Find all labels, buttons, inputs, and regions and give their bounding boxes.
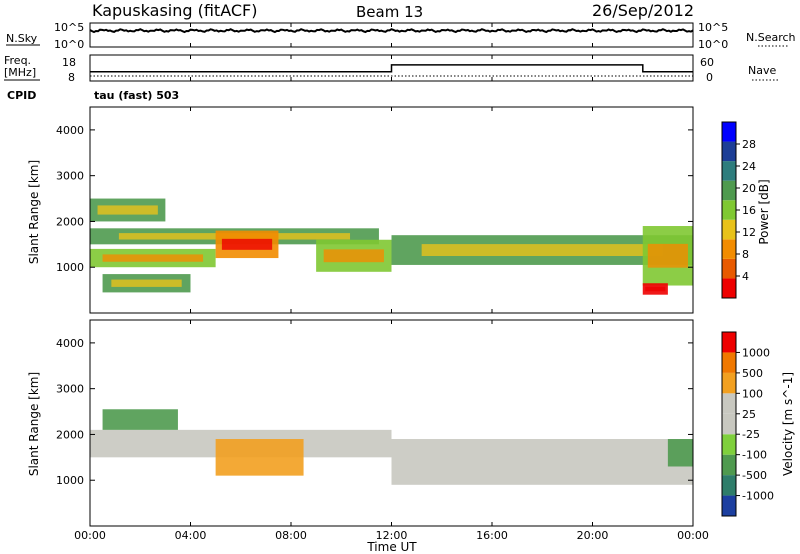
y-tick-label: 1000 [56, 261, 84, 274]
colorbar-swatch [722, 161, 736, 181]
colorbar-swatch [722, 434, 736, 455]
colorbar-tick-label: 8 [742, 248, 749, 261]
power-ylabel: Slant Range [km] [27, 160, 41, 264]
x-tick-label: 16:00 [476, 529, 508, 542]
noise-line [89, 28, 694, 34]
y-tick-label: 3000 [56, 170, 84, 183]
colorbar-frame [721, 331, 737, 517]
y-tick-label: 4000 [56, 337, 84, 350]
x-axis-ticks: 00:00 04:00 08:00 12:00 16:00 20:00 00:00 [74, 23, 709, 542]
noise-right-tick-bottom: 10^0 [698, 38, 728, 51]
power-band-core [645, 286, 666, 292]
power-data [90, 198, 693, 295]
colorbar-tick-label: 4 [742, 270, 749, 283]
colorbar-swatch [722, 278, 736, 298]
y-tick-label: 1000 [56, 474, 84, 487]
y-tick-label: 2000 [56, 215, 84, 228]
date-title: 26/Sep/2012 [592, 1, 694, 20]
colorbar-swatch [722, 372, 736, 394]
power-band-core [97, 205, 158, 215]
colorbar-tick-label: -500 [742, 469, 767, 482]
x-axis-label: Time UT [366, 540, 417, 554]
nsky-label: N.Sky [6, 32, 38, 45]
velocity-band [667, 439, 693, 467]
colorbar-tick-label: 100 [742, 387, 763, 400]
colorbar-tick-label: 12 [742, 226, 756, 239]
velocity-band [102, 409, 178, 430]
nsearch-label: N.Search [746, 31, 796, 44]
noise-left-tick-top: 10^5 [54, 21, 84, 34]
colorbar-swatch [722, 200, 736, 220]
velocity-data [90, 409, 693, 485]
velocity-colorbar: 1000 500 100 25 -25 -100 -500 -1000 [721, 331, 774, 517]
x-tick-label: 04:00 [175, 529, 207, 542]
x-tick-label: 20:00 [577, 529, 609, 542]
colorbar-swatch [722, 413, 736, 435]
nave-tick-top: 60 [700, 56, 714, 69]
power-band-core [111, 279, 182, 287]
colorbar-tick-label: 20 [742, 182, 756, 195]
noise-sky-trace [89, 28, 694, 34]
cpid-value: tau (fast) 503 [94, 89, 179, 102]
colorbar-swatch [722, 258, 736, 279]
colorbar-tick-label: -1000 [742, 490, 774, 503]
power-colorbar-label: Power [dB] [757, 179, 771, 244]
velocity-ylabel: Slant Range [km] [27, 372, 41, 476]
colorbar-swatch [722, 141, 736, 162]
colorbar-tick-label: 24 [742, 160, 756, 173]
noise-right-tick-top: 10^5 [698, 21, 728, 34]
nave-label: Nave [748, 64, 776, 77]
power-band-core [323, 249, 384, 263]
colorbar-swatch [722, 475, 736, 496]
velocity-band [391, 439, 693, 485]
y-tick-label: 2000 [56, 428, 84, 441]
power-band-core [647, 243, 688, 268]
velocity-panel-bg [90, 320, 693, 526]
colorbar-tick-label: 1000 [742, 346, 770, 359]
colorbar-swatch [722, 332, 736, 353]
freq-label: Freq. [4, 54, 31, 67]
colorbar-tick-label: 16 [742, 204, 756, 217]
x-tick-label: 00:00 [677, 529, 709, 542]
colorbar-tick-label: 500 [742, 367, 763, 380]
station-title: Kapuskasing (fitACF) [92, 1, 257, 20]
freq-line [90, 64, 693, 73]
colorbar-tick-label: 25 [742, 408, 756, 421]
freq-trace [90, 64, 693, 73]
velocity-colorbar-label: Velocity [m s^-1] [781, 372, 795, 476]
power-band-core [221, 238, 273, 250]
y-tick-label: 4000 [56, 124, 84, 137]
colorbar-swatch [722, 454, 736, 476]
colorbar-tick-label: -100 [742, 449, 767, 462]
freq-tick-bottom: 8 [68, 71, 75, 84]
power-yticks: 4000 3000 2000 1000 [56, 124, 693, 274]
freq-unit-label: [MHz] [4, 66, 36, 79]
freq-tick-top: 18 [62, 56, 76, 69]
beam-title: Beam 13 [356, 3, 423, 21]
noise-left-tick-bottom: 10^0 [54, 38, 84, 51]
colorbar-swatch [722, 219, 736, 240]
colorbar-tick-label: 28 [742, 138, 756, 151]
power-band-core [421, 244, 663, 257]
colorbar-swatch [722, 122, 736, 142]
power-colorbar: 28 24 20 16 12 8 4 [721, 121, 756, 299]
colorbar-swatch [722, 180, 736, 201]
velocity-yticks: 4000 3000 2000 1000 [56, 337, 693, 487]
colorbar-swatch [722, 495, 736, 516]
colorbar-swatch [722, 239, 736, 259]
y-tick-label: 3000 [56, 383, 84, 396]
nave-tick-bottom: 0 [706, 71, 713, 84]
x-tick-label: 12:00 [376, 529, 408, 542]
colorbar-tick-label: -25 [742, 428, 760, 441]
power-band-core [102, 254, 204, 262]
colorbar-swatch [722, 352, 736, 373]
colorbar-swatch [722, 393, 736, 414]
x-tick-label: 00:00 [74, 529, 106, 542]
x-tick-label: 08:00 [275, 529, 307, 542]
velocity-band [215, 439, 304, 476]
cpid-label: CPID [7, 89, 36, 102]
